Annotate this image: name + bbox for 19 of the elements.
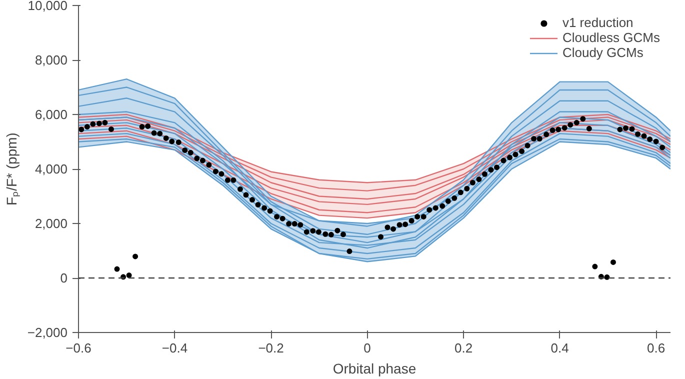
y-tick-label: 8,000 bbox=[34, 52, 68, 68]
y-tick-label: 6,000 bbox=[34, 107, 68, 122]
y-tick-label: 0 bbox=[60, 270, 68, 286]
x-tick-label: −0.2 bbox=[258, 340, 284, 356]
x-tick-label: 0.2 bbox=[454, 340, 473, 356]
y-tick-label: 4,000 bbox=[34, 162, 68, 176]
y-tick-label: 2,000 bbox=[34, 216, 68, 231]
x-tick-label: 0 bbox=[364, 340, 371, 356]
x-axis-title: Orbital phase bbox=[332, 360, 416, 376]
legend-label: Cloudy GCMs bbox=[562, 45, 644, 60]
y-tick-label: −2,000 bbox=[27, 325, 68, 340]
legend-label: Cloudless GCMs bbox=[562, 30, 660, 45]
legend-label: v1 reduction bbox=[562, 15, 634, 30]
y-axis-title: Fₚ/F* (ppm) bbox=[3, 132, 20, 206]
x-tick-label: 0.6 bbox=[647, 340, 666, 356]
x-tick-label: 0.4 bbox=[550, 340, 569, 356]
x-tick-label: −0.4 bbox=[162, 340, 188, 356]
y-tick-label: 10,000 bbox=[28, 0, 68, 13]
x-tick-label: −0.6 bbox=[66, 340, 92, 356]
